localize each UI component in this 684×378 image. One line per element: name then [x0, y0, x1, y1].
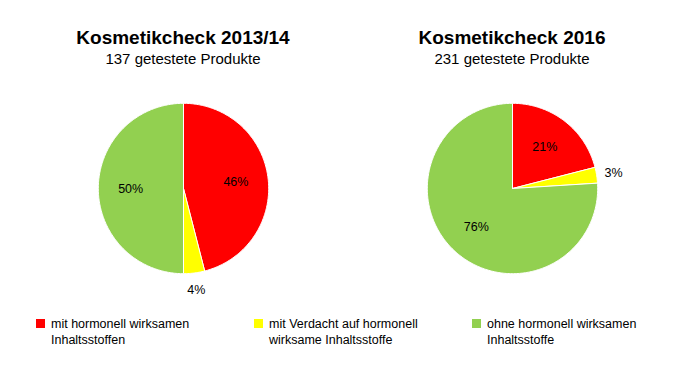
svg-text:46%: 46% [223, 175, 248, 189]
svg-text:50%: 50% [118, 182, 143, 196]
html-text:ohne hormonell wirksamen Inhal: ohne hormonell wirksamen Inhaltsstoffe [487, 317, 637, 347]
html-text:mit hormonell wirksamen Inhalt: mit hormonell wirksamen Inhaltsstoffen [51, 317, 190, 347]
html-text:137 getestete Produkte: 137 getestete Produkte [105, 50, 261, 67]
html-text:Kosmetikcheck 2016: Kosmetikcheck 2016 [418, 27, 606, 48]
svg-text:4%: 4% [187, 283, 205, 297]
html-text:mit Verdacht auf hormonell wir: mit Verdacht auf hormonell wirksame Inha… [269, 317, 418, 347]
html-text:231 getestete Produkte: 231 getestete Produkte [434, 50, 590, 67]
svg-text:3%: 3% [604, 166, 622, 180]
svg-text:76%: 76% [464, 220, 489, 234]
svg-text:21%: 21% [532, 140, 557, 154]
html-text:Kosmetikcheck 2013/14: Kosmetikcheck 2013/14 [76, 27, 290, 48]
